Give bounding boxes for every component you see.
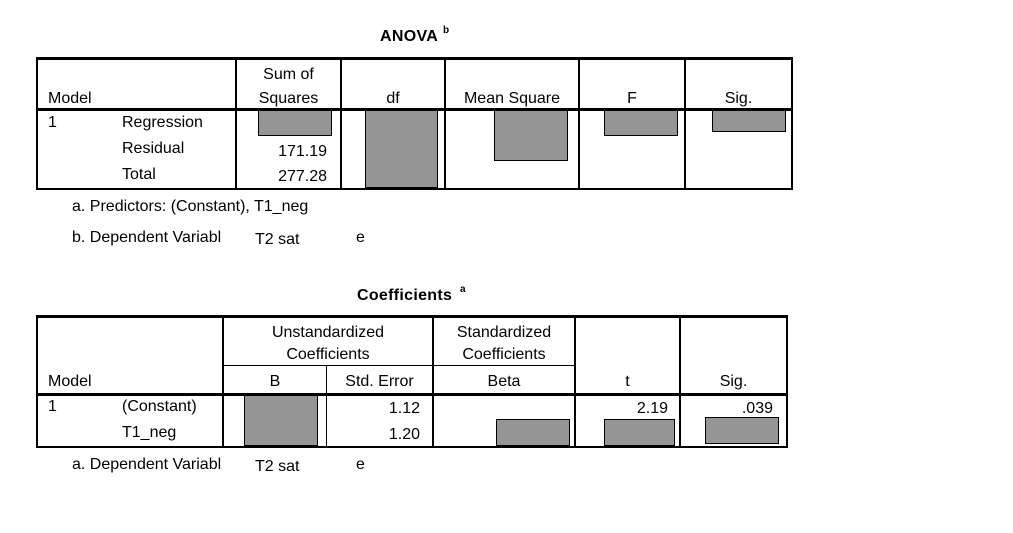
- coef-header-unstd-line1: Unstandardized: [271, 324, 385, 341]
- anova-title: ANOVA: [380, 28, 439, 45]
- anova-row-label: Residual: [122, 140, 185, 157]
- anova-header-df: df: [386, 90, 400, 107]
- coef-header-b: B: [269, 373, 281, 390]
- coef-header-beta: Beta: [487, 373, 521, 390]
- coef-t1neg-std-error: 1.20: [388, 426, 420, 443]
- redacted-sig-value: [712, 110, 786, 132]
- overlay-variable-name: T2 sat: [252, 231, 303, 249]
- coefficients-title: Coefficients: [357, 287, 453, 304]
- redacted-regression-ss: [258, 110, 332, 136]
- anova-residual-ss: 171.19: [278, 143, 327, 160]
- redacted-t-value: [604, 419, 675, 446]
- coef-row-label: T1_neg: [122, 424, 177, 441]
- coef-constant-t: 2.19: [636, 400, 668, 417]
- coef-header-std-line1: Standardized: [456, 324, 552, 341]
- redacted-f-value: [604, 110, 678, 136]
- redacted-beta-value: [496, 419, 570, 446]
- coefficients-title-superscript: a: [460, 284, 466, 295]
- anova-header-mean-square: Mean Square: [463, 90, 561, 107]
- coef-header-std-line2: Coefficients: [462, 346, 546, 363]
- coef-header-model: Model: [48, 373, 92, 390]
- anova-header-ss-line2: Squares: [258, 90, 319, 107]
- anova-header-f: F: [627, 90, 637, 107]
- anova-total-ss: 277.28: [278, 168, 327, 185]
- coef-header-t: t: [625, 373, 630, 390]
- anova-footnote-a: a. Predictors: (Constant), T1_neg: [72, 198, 309, 215]
- anova-row-label: Total: [122, 166, 156, 183]
- coef-header-std-error: Std. Error: [345, 373, 414, 390]
- coef-header-unstd-line2: Coefficients: [286, 346, 370, 363]
- anova-row-model-number: 1: [48, 114, 57, 131]
- coef-header-sig: Sig.: [719, 373, 748, 390]
- anova-header-model: Model: [48, 90, 92, 107]
- redacted-sig-value: [705, 417, 779, 444]
- redacted-df-column: [365, 110, 438, 188]
- redacted-b-column: [244, 395, 318, 446]
- coef-constant-std-error: 1.12: [388, 400, 420, 417]
- anova-title-superscript: b: [443, 25, 450, 36]
- anova-row-label: Regression: [122, 114, 203, 131]
- overlay-variable-name: T2 sat: [252, 458, 303, 476]
- redacted-mean-square: [494, 110, 568, 161]
- coef-constant-sig: .039: [741, 400, 773, 417]
- anova-header-sig: Sig.: [724, 90, 753, 107]
- coef-row-label: (Constant): [122, 398, 197, 415]
- anova-header-ss-line1: Sum of: [263, 66, 314, 83]
- coef-row-model-number: 1: [48, 398, 57, 415]
